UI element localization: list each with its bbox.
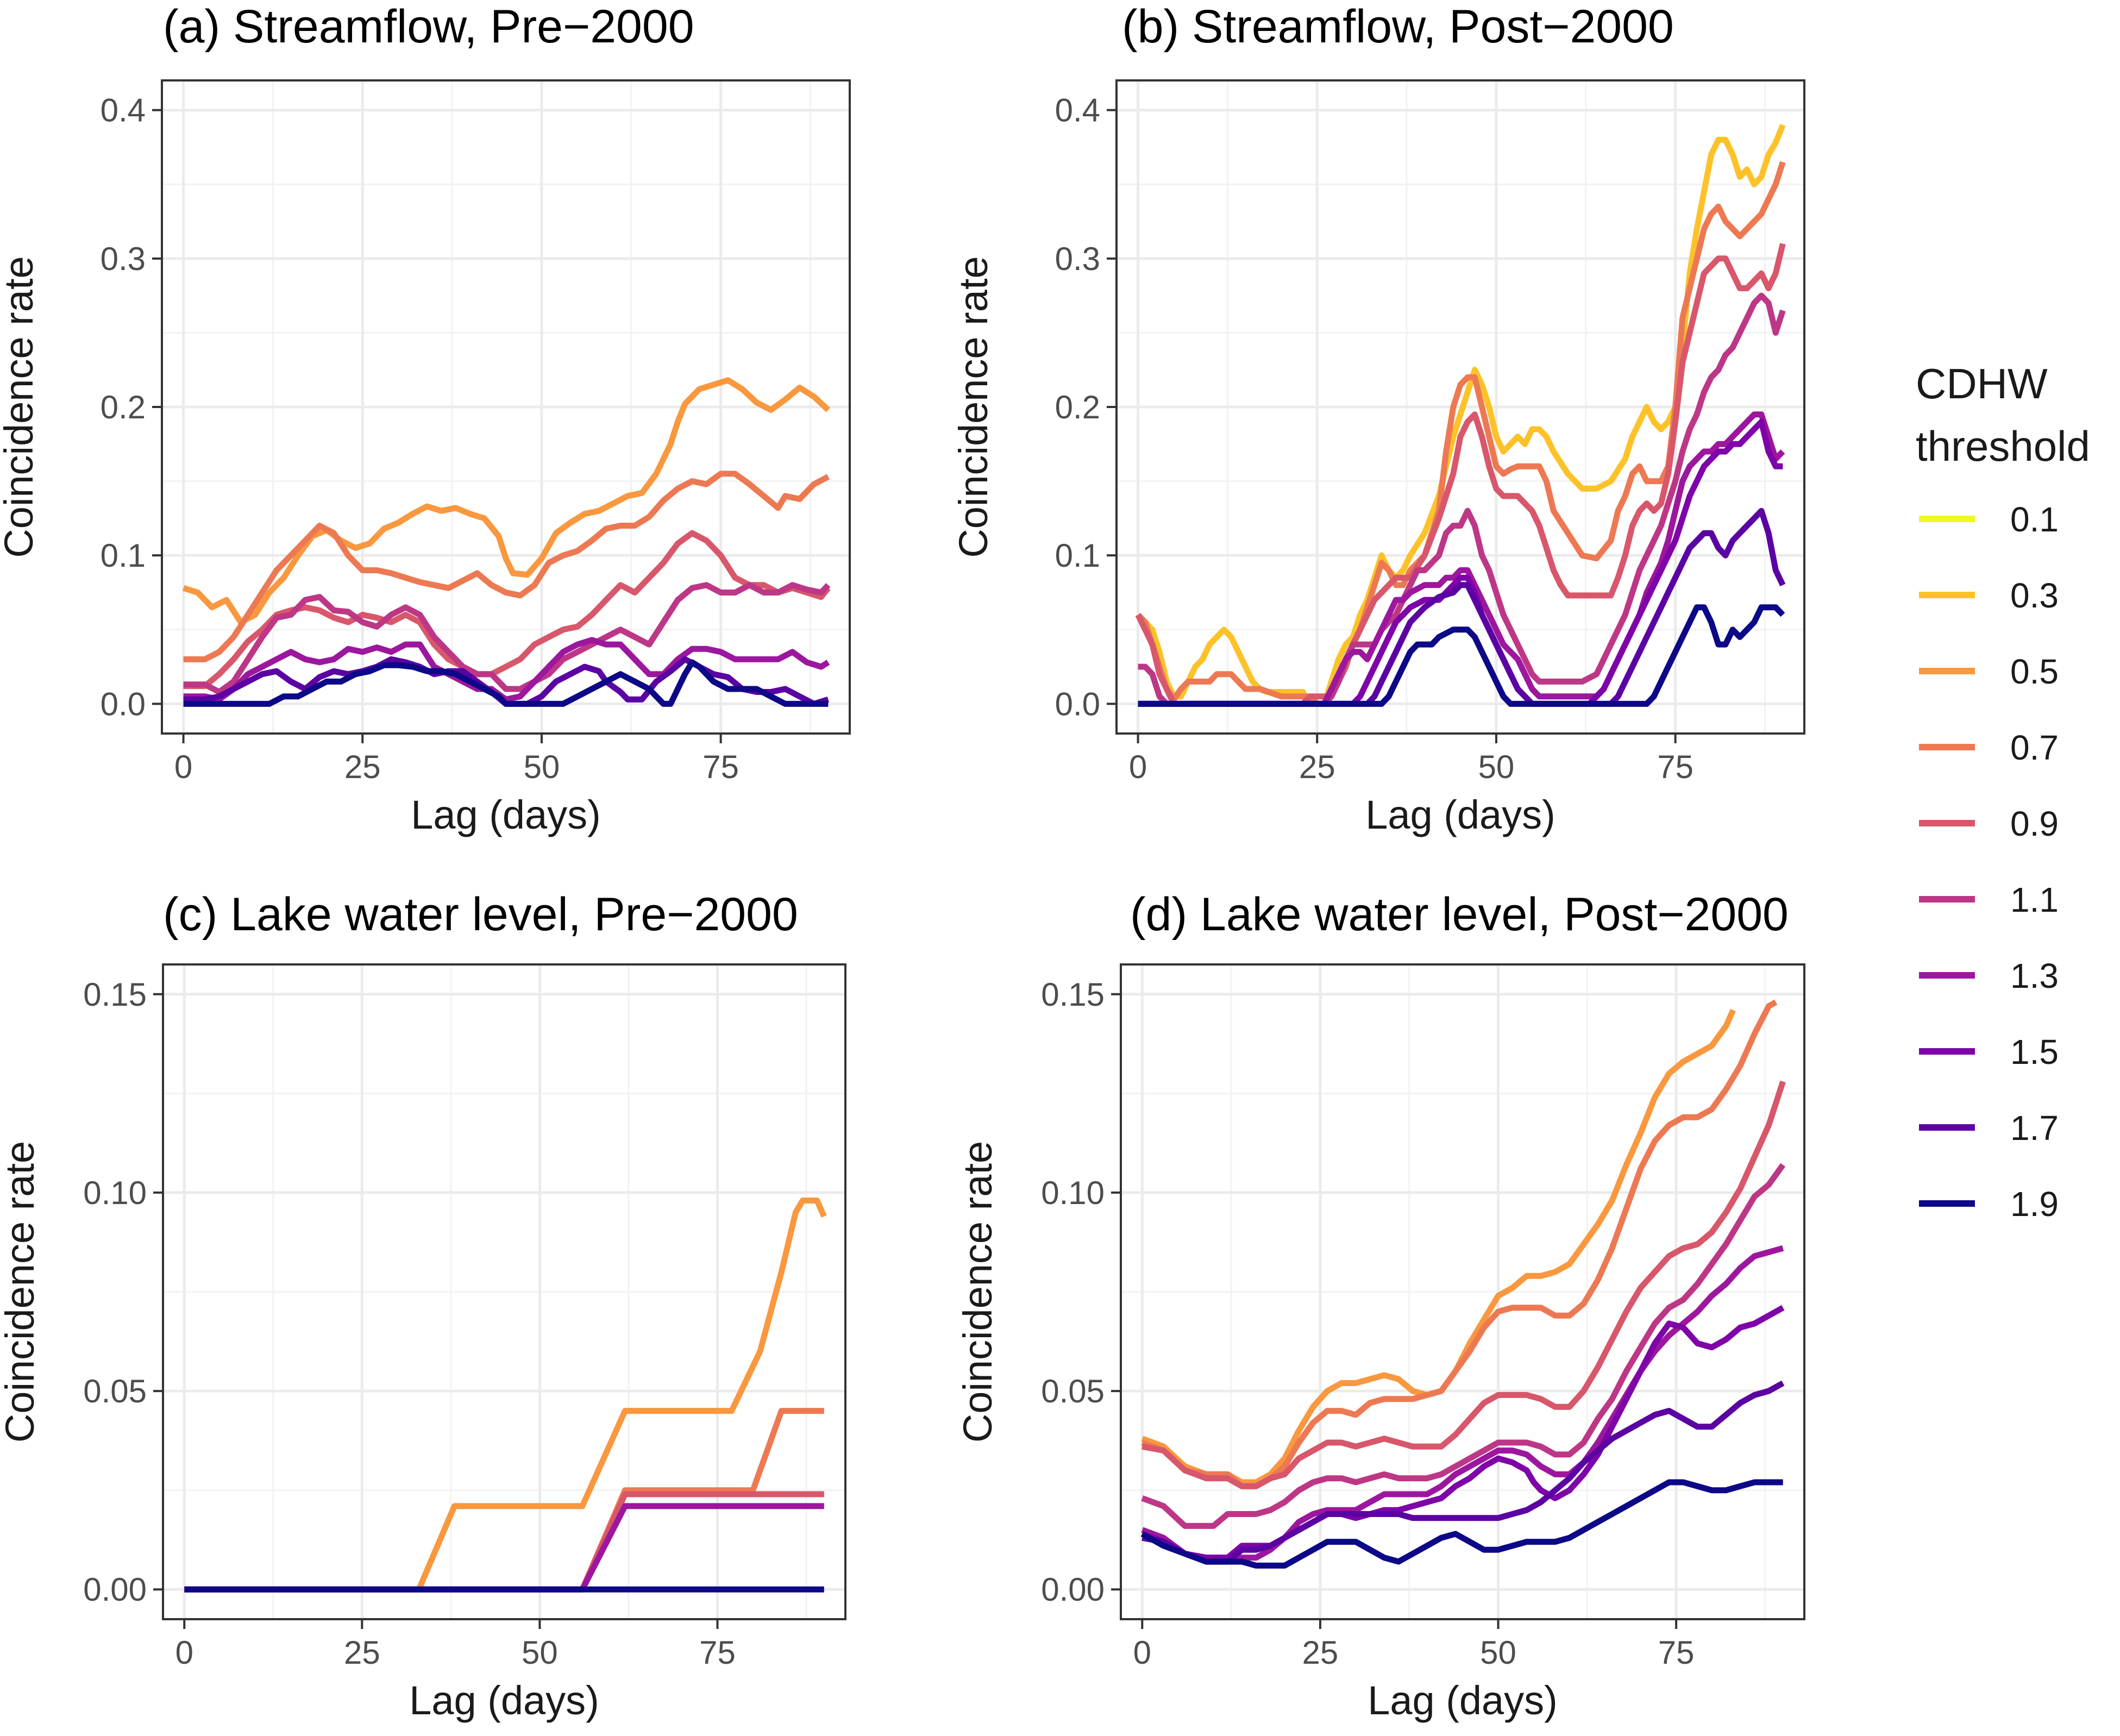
panel-a-series-1-1 [183,582,831,695]
panel-c-title: (c) Lake water level, Pre−2000 [163,888,798,941]
panel-c-border [162,963,846,1620]
panel-d: 0 25 50 75 0.00 0.05 0.10 0.15 Lag (days) Coincid… [955,888,1805,1723]
panel-b-series-1-1 [1138,292,1786,707]
panel-b-y-axis-title: Coincidence rate [951,256,996,557]
panel-a-title: (a) Streamflow, Pre−2000 [163,1,694,53]
panel-a-x-axis-title: Lag (days) [411,792,601,837]
panel-a-series-0-5 [182,377,831,625]
panel-b-series-1-9 [1138,604,1785,707]
panel-a-y-tick-label: 0.2 [101,389,146,425]
panel-d-x-tick-label: 0 [1133,1634,1151,1671]
panel-d-series-0-9 [1141,1080,1786,1489]
panel-b-series-1-3 [1138,411,1785,707]
panel-b-series-0-9 [1135,243,1786,707]
panel-b-x-tick-label: 0 [1129,749,1147,785]
legend-entry-0-5: 0.5 [1919,652,2059,691]
panel-c-y-tick-label: 0.00 [83,1571,147,1608]
legend-entry-0-1: 0.1 [1919,500,2059,539]
panel-c-y-tick-label: 0.05 [83,1373,147,1409]
legend-label: 1.1 [2010,880,2059,919]
panel-b-y-tick-label: 0.1 [1055,537,1100,574]
panel-d-x-tick-label: 25 [1302,1634,1339,1671]
panel-d-series-1-1 [1141,1163,1786,1529]
legend-entry-0-3: 0.3 [1919,576,2059,615]
panel-c-x-tick-label: 25 [344,1634,380,1671]
panel-d-title: (d) Lake water level, Post−2000 [1130,888,1789,941]
legend-entry-1-3: 1.3 [1919,956,2059,995]
panel-c-x-tick-label: 75 [699,1634,736,1671]
panel-a-x-tick-label: 0 [174,749,192,785]
panel-c-series-0-5 [184,1198,827,1593]
panel-b-x-tick-label: 75 [1657,749,1694,785]
legend-entry-1-5: 1.5 [1919,1032,2059,1071]
legend-entry-0-7: 0.7 [1919,728,2059,767]
panel-a-x-tick-label: 75 [703,749,739,785]
legend-label: 0.1 [2010,500,2059,539]
panel-b-y-tick-label: 0.4 [1055,92,1100,129]
panel-d-y-axis-title: Coincidence rate [955,1141,1000,1443]
legend-entry-1-1: 1.1 [1919,880,2059,919]
panel-c-x-tick-label: 0 [175,1634,193,1671]
panel-a-x-tick-label: 25 [344,749,381,785]
panel-b-title: (b) Streamflow, Post−2000 [1122,1,1674,53]
panel-a-y-tick-label: 0.1 [101,537,146,574]
legend-title-line-2: threshold [1916,422,2090,470]
legend-items: 0.1 0.3 0.5 0.7 0.9 1.1 1.3 1.5 1.7 1.9 [1919,500,2059,1224]
panel-d-y-tick-label: 0.05 [1041,1373,1105,1409]
panel-d-y-tick-label: 0.10 [1041,1175,1105,1211]
panel-c-x-axis-title: Lag (days) [409,1678,599,1723]
panel-b-series-0-3 [1136,123,1786,707]
panel-b-y-tick-label: 0.0 [1055,686,1100,722]
legend-label: 0.5 [2010,652,2059,691]
panel-b-y-tick-label: 0.3 [1055,241,1100,277]
panel-a-y-tick-label: 0.3 [101,241,146,277]
panel-d-series-1-9 [1140,1479,1783,1569]
legend-label: 0.9 [2010,804,2059,843]
panel-a-series-1-3 [183,637,830,703]
panel-d-x-tick-label: 50 [1480,1634,1516,1671]
panel-d-x-axis-title: Lag (days) [1368,1678,1558,1723]
panel-d-y-tick-label: 0.15 [1041,976,1105,1013]
legend-label: 0.3 [2010,576,2059,615]
panel-a-y-tick-label: 0.4 [101,92,146,129]
panel-d-x-tick-label: 75 [1658,1634,1695,1671]
panels: 0 25 50 75 0.0 0.1 0.2 0.3 0.4 Lag (days) Coincide… [0,1,1805,1723]
panel-b-y-tick-label: 0.2 [1055,389,1100,425]
panel-b-x-tick-label: 50 [1478,749,1515,785]
legend-entry-1-9: 1.9 [1919,1185,2059,1224]
panel-d-series-1-7 [1141,1380,1785,1565]
panel-b-series-0-7 [1136,161,1786,707]
legend-entry-1-7: 1.7 [1919,1108,2059,1148]
legend-label: 1.3 [2010,956,2059,995]
legend-entry-0-9: 0.9 [1919,804,2059,843]
panel-c-y-tick-label: 0.15 [83,976,147,1013]
panel-b-x-tick-label: 25 [1299,749,1335,785]
panel-a: 0 25 50 75 0.0 0.1 0.2 0.3 0.4 Lag (days) Coincide… [0,1,851,837]
panel-d-border [1120,963,1805,1620]
panel-c-y-tick-label: 0.10 [83,1175,147,1211]
legend-label: 0.7 [2010,728,2059,767]
panel-a-y-tick-label: 0.0 [101,686,146,722]
legend-label: 1.5 [2010,1032,2059,1071]
legend-title-line-1: CDHW [1916,360,2048,408]
panel-c-y-axis-title: Coincidence rate [0,1141,42,1443]
panel-b-series-1-7 [1138,507,1786,707]
panel-a-series-1-9 [183,659,829,707]
panel-b-series-1-5 [1138,418,1783,707]
panel-c: 0 25 50 75 0.00 0.05 0.10 0.15 Lag (days) Coincid… [0,888,846,1723]
panel-c-x-tick-label: 50 [522,1634,558,1671]
legend-label: 1.9 [2010,1185,2059,1224]
panel-b-x-axis-title: Lag (days) [1365,792,1555,837]
panel-a-x-tick-label: 50 [524,749,560,785]
panel-a-y-axis-title: Coincidence rate [0,256,41,557]
legend: CDHW threshold 0.1 0.3 0.5 0.7 0.9 1.1 1.3 1.5 1… [1916,360,2090,1224]
panel-a-series-0-7 [183,471,830,662]
panel-b: 0 25 50 75 0.0 0.1 0.2 0.3 0.4 Lag (days) Coincide… [951,1,1805,837]
legend-label: 1.7 [2010,1108,2059,1148]
panel-d-y-tick-label: 0.00 [1041,1571,1105,1608]
